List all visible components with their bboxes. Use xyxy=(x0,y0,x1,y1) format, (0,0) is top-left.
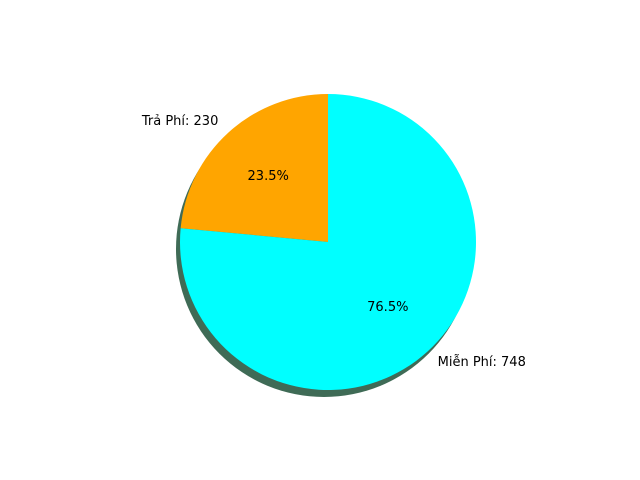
pie-percent-label-0: 23.5% xyxy=(248,169,289,184)
pie-category-label-1: Miễn Phí: 748 xyxy=(438,355,526,370)
pie-slices xyxy=(180,94,477,390)
pie-labels: 23.5% Trả Phí: 230 76.5% Miễn Phí: 748 xyxy=(141,114,526,370)
pie-category-label-0: Trả Phí: 230 xyxy=(141,114,219,129)
pie-slice-1 xyxy=(180,94,477,390)
pie-slice-0 xyxy=(180,94,328,242)
pie-percent-label-1: 76.5% xyxy=(367,300,408,315)
